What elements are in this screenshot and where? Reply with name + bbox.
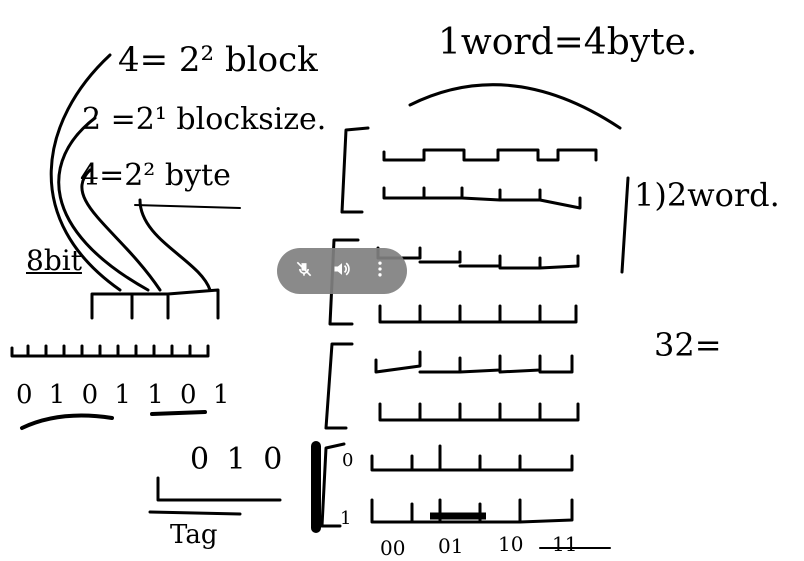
curve-3 (80, 168, 162, 292)
offset-label-01: 01 (438, 534, 464, 558)
offset-label-10: 10 (498, 532, 524, 556)
tag-bracket (148, 476, 282, 516)
offset-label-11: 11 (552, 532, 578, 556)
bracket-set-3 (320, 442, 346, 528)
note-tag-value: 0 1 0 (190, 442, 287, 477)
curve-4 (138, 198, 212, 292)
cell-row-2 (376, 246, 580, 270)
mute-button[interactable] (288, 255, 320, 287)
note-thirty-two: 32= (654, 326, 722, 364)
note-bit-values: 0 1 0 1 1 0 1 (16, 380, 234, 410)
more-vert-icon (370, 259, 390, 284)
cell-row-6 (370, 444, 574, 472)
cell-row-4 (374, 350, 574, 374)
volume-icon (332, 259, 352, 284)
offset-label-00: 00 (380, 536, 406, 560)
bit-row (10, 344, 210, 358)
note-bits-label: 8bit (26, 244, 82, 277)
curve-2 (57, 116, 150, 292)
bracket-set-2 (324, 342, 354, 430)
bracket-set-0 (340, 126, 370, 214)
video-controls (277, 248, 407, 294)
row-index-1: 1 (340, 508, 352, 529)
row-index-0: 0 (342, 450, 354, 471)
cell-row-5 (378, 402, 580, 422)
note-block-size: 2 =2¹ blocksize. (82, 102, 327, 137)
cell-row-0 (382, 148, 598, 162)
curve-1 (49, 53, 122, 292)
bit-underlines (20, 410, 207, 430)
cell-row-7 (370, 498, 574, 524)
underline-byte (134, 204, 241, 209)
note-two-word: 1)2word. (634, 176, 780, 214)
muted-mic-icon (294, 259, 314, 284)
word-arc (408, 83, 622, 130)
bracket-right (620, 176, 630, 274)
note-byte-count: 4=2² byte (80, 158, 231, 193)
note-tag-label: Tag (170, 520, 218, 550)
bit-boxes-top (90, 288, 220, 320)
volume-button[interactable] (326, 255, 358, 287)
more-options-button[interactable] (364, 255, 396, 287)
note-block-count: 4= 2² block (118, 40, 318, 80)
cell-row-3 (378, 304, 578, 324)
cell-row-1 (382, 186, 582, 210)
note-word-header: 1word=4byte. (438, 22, 698, 63)
